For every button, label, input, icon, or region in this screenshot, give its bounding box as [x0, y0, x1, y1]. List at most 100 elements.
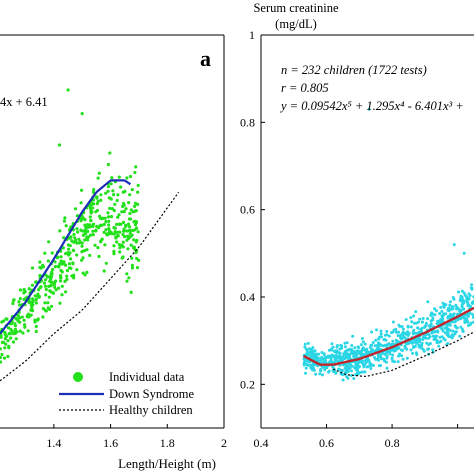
scatter-point	[84, 228, 88, 232]
scatter-point	[58, 301, 62, 305]
scatter-point	[400, 354, 404, 358]
scatter-point	[4, 342, 8, 346]
scatter-point	[77, 237, 81, 241]
scatter-point	[466, 314, 470, 318]
scatter-point	[462, 316, 466, 320]
scatter-point	[333, 357, 337, 361]
scatter-point	[48, 289, 52, 293]
right-y-ticks: 0.2 0.4 0.6 0.8 1	[240, 28, 265, 391]
scatter-point	[125, 272, 129, 276]
scatter-point	[83, 273, 87, 277]
stat-r: r = 0.805	[281, 81, 329, 95]
scatter-point	[126, 222, 131, 226]
scatter-point	[98, 224, 102, 228]
scatter-point	[420, 326, 424, 330]
scatter-point	[80, 241, 84, 245]
scatter-point	[65, 274, 69, 278]
scatter-point	[89, 219, 93, 223]
scatter-point	[316, 364, 319, 368]
scatter-point	[448, 300, 452, 304]
scatter-point	[57, 286, 61, 290]
scatter-point	[128, 174, 133, 179]
scatter-point	[372, 349, 376, 353]
scatter-point	[104, 191, 108, 195]
scatter-point	[107, 227, 111, 231]
scatter-point	[13, 327, 17, 331]
scatter-point	[124, 224, 128, 228]
scatter-point	[3, 332, 7, 336]
scatter-point	[411, 351, 415, 355]
scatter-point	[367, 358, 371, 362]
scatter-point	[103, 243, 107, 247]
scatter-point	[0, 352, 4, 357]
scatter-point	[11, 301, 15, 306]
scatter-point	[311, 353, 315, 357]
scatter-point	[344, 349, 348, 353]
scatter-point	[73, 236, 77, 240]
scatter-point	[387, 334, 391, 338]
scatter-point	[360, 337, 364, 340]
scatter-point	[132, 238, 136, 242]
scatter-point	[434, 309, 438, 313]
scatter-point	[88, 215, 92, 219]
scatter-point	[428, 342, 432, 345]
scatter-point	[44, 278, 48, 282]
scatter-point	[375, 328, 378, 332]
scatter-point	[426, 317, 430, 321]
scatter-point	[65, 277, 69, 281]
scatter-point	[390, 331, 393, 335]
scatter-point	[339, 343, 343, 347]
scatter-point	[409, 316, 413, 320]
scatter-point	[111, 189, 115, 193]
scatter-point	[49, 275, 54, 279]
scatter-point	[401, 357, 405, 361]
scatter-point	[314, 372, 318, 376]
scatter-point	[346, 367, 350, 371]
scatter-point	[46, 306, 50, 310]
scatter-point	[443, 331, 447, 335]
scatter-point	[314, 352, 318, 356]
scatter-point	[56, 255, 60, 259]
scatter-point	[104, 261, 108, 265]
scatter-point	[79, 228, 83, 232]
scatter-point	[59, 259, 63, 263]
scatter-point	[133, 219, 137, 223]
scatter-point	[14, 316, 18, 320]
scatter-point	[339, 368, 343, 372]
scatter-point	[451, 296, 455, 299]
scatter-point	[112, 249, 116, 253]
scatter-point	[471, 302, 474, 305]
scatter-point	[411, 341, 415, 345]
x-tick-label: 0.4	[254, 436, 269, 450]
scatter-point	[348, 357, 352, 360]
scatter-point	[414, 351, 418, 355]
scatter-point	[80, 188, 84, 192]
scatter-point	[22, 318, 26, 322]
scatter-point	[22, 287, 26, 292]
scatter-point	[130, 256, 134, 260]
scatter-point	[361, 346, 365, 350]
scatter-point	[93, 243, 97, 247]
scatter-point-outlier	[452, 243, 456, 247]
scatter-point	[127, 276, 131, 280]
scatter-point	[352, 377, 356, 380]
scatter-point	[66, 251, 70, 256]
scatter-point	[122, 201, 126, 206]
scatter-point	[418, 317, 422, 321]
scatter-point	[113, 202, 117, 206]
scatter-point	[328, 360, 332, 364]
stat-n: n = 232 children (1722 tests)	[281, 63, 427, 77]
scatter-point	[469, 286, 473, 290]
scatter-point	[361, 340, 365, 344]
scatter-point	[466, 302, 470, 306]
scatter-point	[16, 314, 21, 318]
scatter-point	[94, 210, 98, 214]
scatter-point	[379, 355, 383, 359]
scatter-point	[133, 223, 138, 227]
scatter-point	[26, 329, 30, 333]
scatter-point	[409, 325, 413, 329]
scatter-point	[13, 322, 17, 326]
scatter-point	[446, 316, 450, 320]
scatter-point	[124, 207, 128, 211]
scatter-point	[23, 325, 27, 329]
